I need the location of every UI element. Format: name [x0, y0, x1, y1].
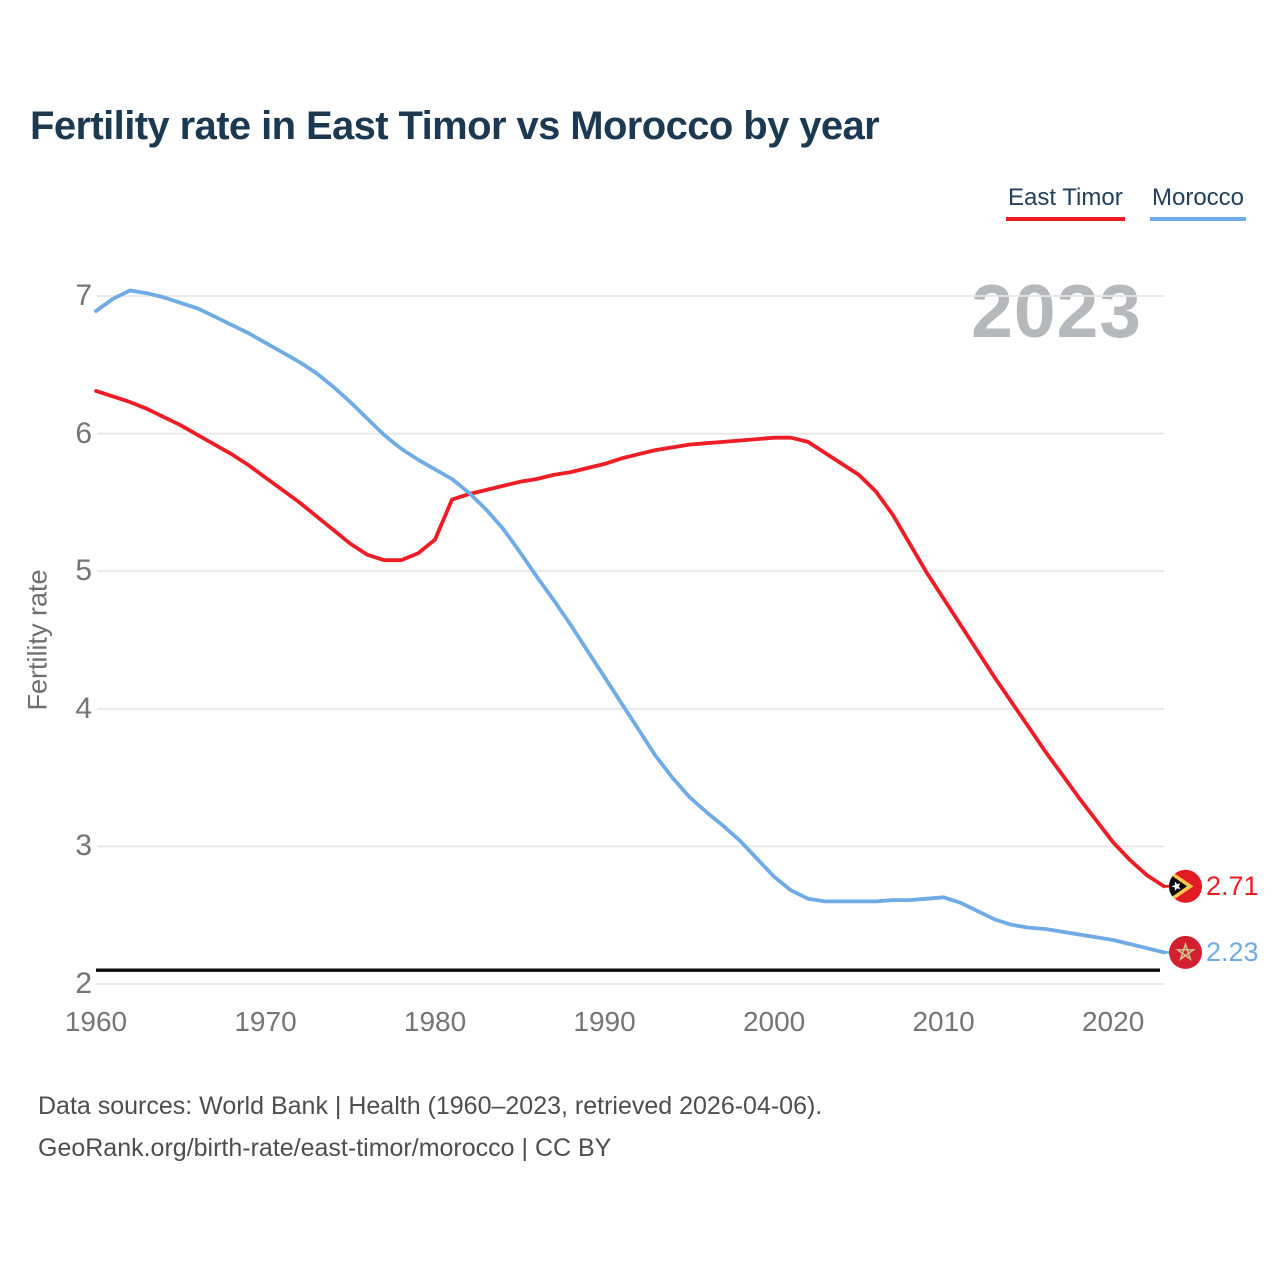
x-tick-label: 1990: [573, 1006, 636, 1037]
x-tick-label: 1980: [403, 1006, 467, 1037]
legend-label-east-timor: East Timor: [1008, 184, 1123, 211]
legend-label-morocco: Morocco: [1152, 184, 1245, 211]
y-tick-label: 5: [75, 554, 92, 588]
x-tick-label: 2000: [742, 1006, 806, 1037]
x-tick-label: 1960: [64, 1006, 128, 1037]
x-tick-label: 2020: [1081, 1006, 1145, 1037]
footer-source-line: Data sources: World Bank | Health (1960–…: [38, 1092, 823, 1120]
x-tick-label: 1970: [234, 1006, 297, 1037]
footer-url-line: GeoRank.org/birth-rate/east-timor/morocc…: [38, 1134, 612, 1162]
footer: Data sources: World Bank | Health (1960–…: [38, 1085, 822, 1169]
legend-item-east-timor[interactable]: East Timor: [1006, 184, 1125, 221]
y-tick-label: 4: [75, 691, 92, 725]
gridlines: [96, 295, 1164, 985]
y-tick-label: 7: [75, 279, 92, 312]
y-axis-title: Fertility rate: [22, 569, 53, 711]
end-label-morocco: 2.23: [1206, 937, 1259, 968]
page-title: Fertility rate in East Timor vs Morocco …: [30, 104, 880, 148]
y-tick-label: 3: [75, 829, 92, 863]
flag-markers: [1168, 870, 1203, 970]
x-tick-label: 2010: [912, 1006, 975, 1037]
series-lines: [94, 288, 1172, 955]
y-tick-label: 6: [75, 416, 92, 450]
year-watermark: 2023: [971, 269, 1142, 353]
end-label-east-timor: 2.71: [1206, 871, 1259, 902]
y-tick-label: 2: [75, 967, 92, 1000]
legend: East Timor Morocco: [0, 184, 1280, 224]
legend-item-morocco[interactable]: Morocco: [1150, 184, 1247, 221]
